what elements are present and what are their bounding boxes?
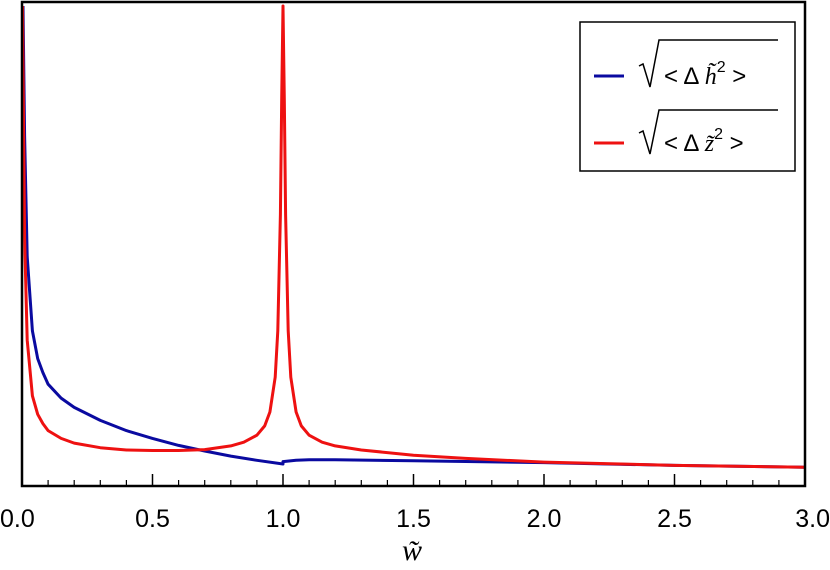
legend-radical-z [638,109,778,155]
plot-frame [20,0,807,488]
legend-entry-z: < Δ z̃2 > [594,109,778,157]
x-tick-label: 2.0 [527,505,562,533]
x-tick-label: 0.0 [0,505,35,533]
x-tick-label: 3.0 [795,505,830,533]
series-line-0 [21,5,806,469]
legend-radical-h [638,39,778,88]
legend-label-z: < Δ z̃2 > [664,126,744,157]
series-line-1 [21,4,806,469]
legend-entry-h: < Δ h̃2 > [594,39,778,90]
x-tick-label: 0.5 [135,505,170,533]
legend-label-h: < Δ h̃2 > [664,59,746,90]
x-tick-labels: 0.0 0.5 1.0 1.5 2.0 2.5 3.0 [0,505,830,533]
legend-box [579,21,796,172]
plot-lines [21,4,806,469]
x-tick-label: 2.5 [657,505,692,533]
legend: < Δ h̃2 > < Δ z̃2 > [579,21,796,172]
x-axis-title: w̃ [402,534,422,567]
x-tick-label: 1.0 [266,505,301,533]
x-major-ticks [21,474,806,486]
x-tick-label: 1.5 [396,505,431,533]
